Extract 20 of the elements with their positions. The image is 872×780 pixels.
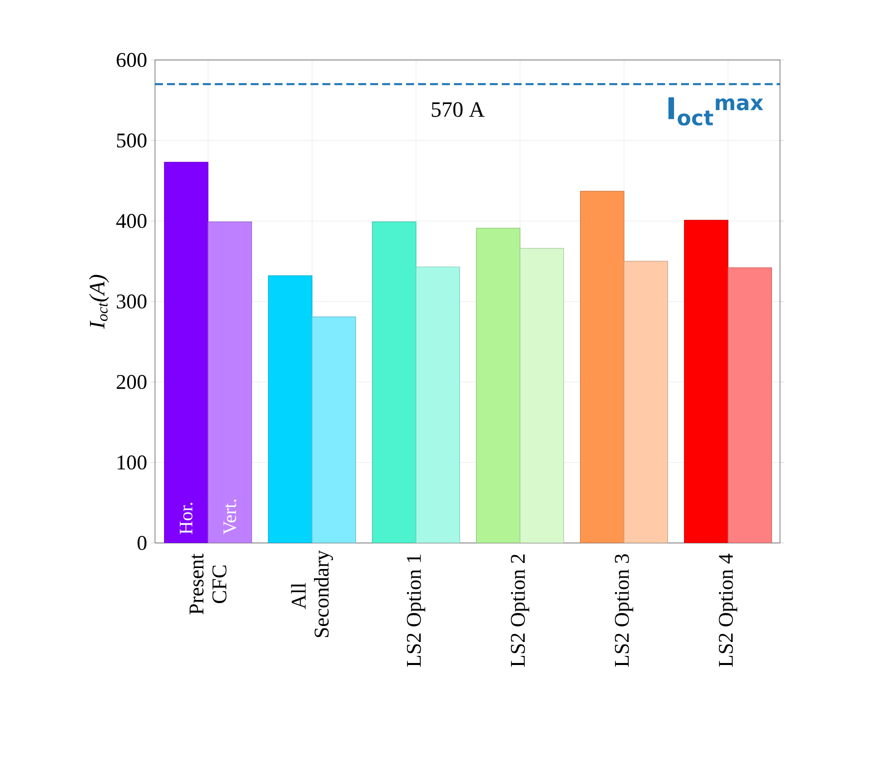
- x-tick-label: LS2 Option 3: [614, 554, 634, 667]
- ref-line-label: 570 A: [432, 102, 485, 117]
- y-tick-label: 100: [118, 455, 146, 470]
- x-tick-label: All Secondary: [291, 550, 334, 638]
- y-tick-label: 0: [138, 536, 146, 550]
- y-axis-title: I$_{oct}$(A): [89, 274, 110, 329]
- y-tick-label: 300: [116, 294, 146, 309]
- series-label: Vert.: [224, 500, 236, 534]
- y-tick-label: 400: [116, 214, 146, 228]
- annotation: I$_{oct}$max: [668, 97, 764, 126]
- bar: [372, 221, 416, 543]
- x-tick-label: LS2 Option 2: [510, 554, 530, 667]
- y-tick-label: 500: [117, 133, 146, 148]
- x-tick-label: LS2 Option 1: [406, 554, 426, 667]
- bar: [268, 275, 312, 543]
- x-tick-label: LS2 Option 4: [718, 554, 738, 667]
- y-tick-label: 200: [116, 374, 146, 390]
- y-tick-label: 600: [116, 52, 146, 68]
- series-label: Hor.: [180, 502, 193, 534]
- x-tick-label: Present CFC: [190, 554, 226, 614]
